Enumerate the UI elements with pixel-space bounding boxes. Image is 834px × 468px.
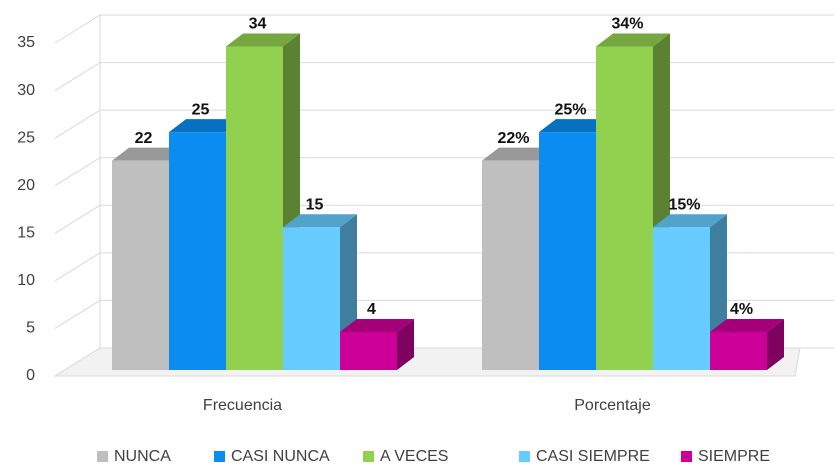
- value-label: 22: [135, 130, 153, 147]
- bar: [596, 46, 653, 371]
- value-label: 15: [306, 197, 324, 214]
- legend-label: A VECES: [380, 448, 448, 465]
- bar: [283, 227, 340, 370]
- value-label: 34%: [611, 16, 643, 33]
- legend-label: CASI SIEMPRE: [536, 448, 650, 465]
- bar-top: [169, 119, 243, 133]
- x-tick-label: Frecuencia: [203, 397, 282, 414]
- y-tick-label: 5: [26, 320, 35, 337]
- grid-line: [54, 62, 834, 91]
- legend-swatch: [214, 451, 225, 462]
- y-tick-label: 15: [17, 225, 35, 242]
- value-label: 4: [367, 301, 376, 318]
- grid-line: [54, 14, 834, 44]
- y-tick-label: 25: [17, 129, 35, 146]
- value-label: 25: [192, 101, 210, 118]
- bar-side: [767, 318, 784, 370]
- bar-top: [283, 214, 357, 228]
- bar-top: [596, 33, 670, 47]
- bar-top: [226, 33, 300, 47]
- bar: [653, 227, 710, 370]
- bar-top: [112, 147, 186, 161]
- bar-top: [710, 318, 784, 332]
- bar: [539, 132, 596, 370]
- value-label: 15%: [668, 197, 700, 214]
- bar-top: [653, 214, 727, 228]
- legend-label: NUNCA: [114, 448, 171, 465]
- legend-swatch: [681, 451, 692, 462]
- bar: [340, 331, 397, 370]
- bar: [169, 132, 226, 370]
- bar-top: [539, 119, 613, 133]
- legend-label: SIEMPRE: [698, 448, 770, 465]
- legend-swatch: [363, 451, 374, 462]
- legend-swatch: [519, 451, 530, 462]
- y-tick-label: 0: [26, 367, 35, 384]
- bar-top: [340, 318, 414, 332]
- bar: [482, 160, 539, 370]
- bar-top: [482, 147, 556, 161]
- bar: [226, 46, 283, 371]
- y-tick-label: 10: [17, 272, 35, 289]
- value-label: 25%: [554, 101, 586, 118]
- legend-label: CASI NUNCA: [231, 448, 330, 465]
- bar: [112, 160, 169, 370]
- legend-swatch: [97, 451, 108, 462]
- value-label: 34: [249, 16, 267, 33]
- value-label: 22%: [497, 130, 529, 147]
- bar: [710, 331, 767, 370]
- y-tick-label: 30: [17, 82, 35, 99]
- value-label: 4%: [730, 301, 753, 318]
- y-tick-label: 20: [17, 177, 35, 194]
- x-tick-label: Porcentaje: [574, 397, 651, 414]
- bar-side: [397, 318, 414, 370]
- y-tick-label: 35: [17, 34, 35, 51]
